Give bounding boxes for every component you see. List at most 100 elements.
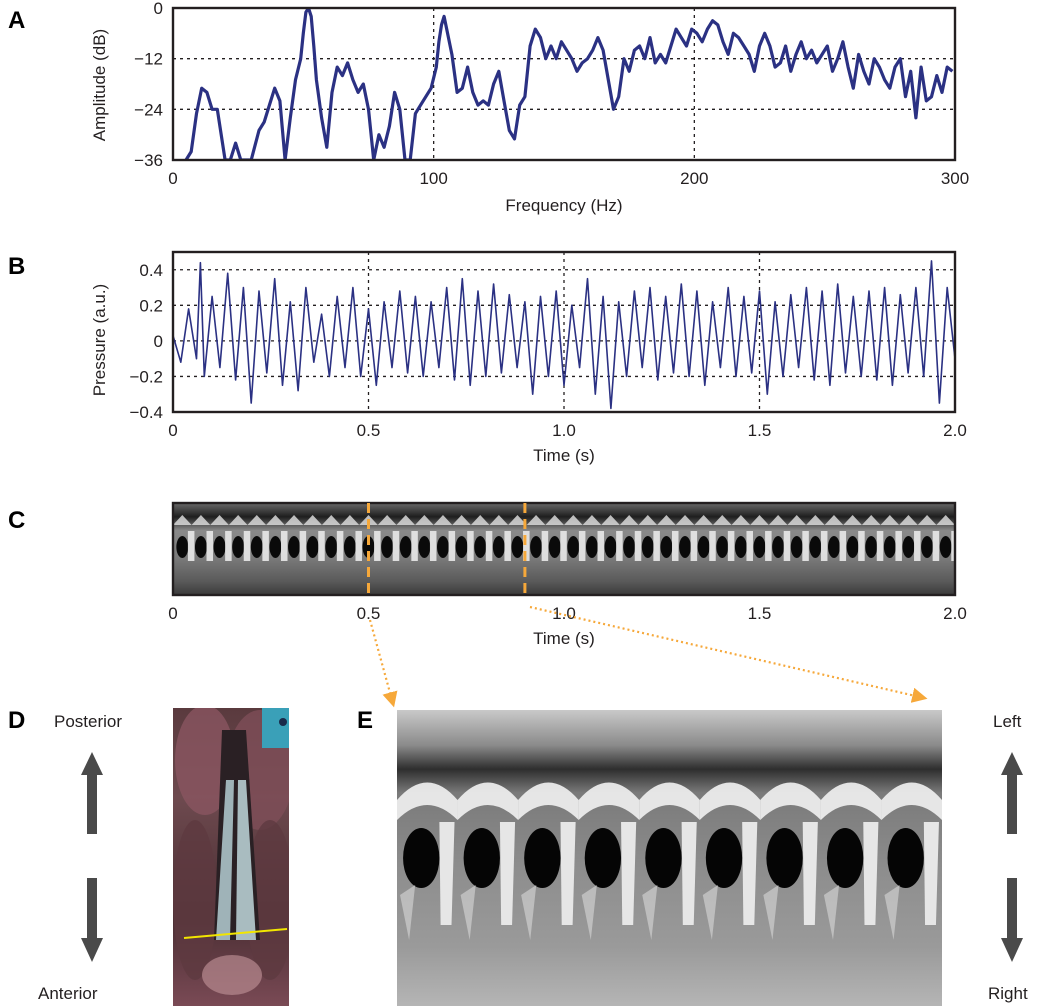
fold-edge	[299, 531, 307, 561]
cycle-upper-edge	[284, 515, 304, 525]
lower-edge	[400, 885, 416, 940]
glottal-opening	[826, 828, 864, 888]
cycle-upper-edge	[526, 515, 546, 525]
glottal-opening	[288, 536, 300, 558]
kymogram-scan-line	[183, 928, 288, 939]
fold-edge	[206, 531, 214, 561]
cycle-upper-edge	[694, 515, 713, 525]
x-tick-label: 300	[941, 169, 969, 188]
fold-edge	[243, 531, 251, 561]
y-tick-label: −0.2	[129, 367, 163, 386]
cycle-upper-edge	[675, 515, 695, 525]
cycle-upper-edge	[699, 782, 761, 820]
glottal-opening	[902, 536, 915, 558]
glottal-opening	[362, 536, 375, 558]
fold-edge	[392, 531, 400, 561]
fold-edge	[876, 531, 884, 561]
panel-e-left-label: Left	[993, 712, 1022, 731]
panel-e-glottal-cycles	[397, 782, 942, 940]
fold-edge	[820, 531, 828, 561]
lower-edge	[884, 885, 900, 940]
fold-edge	[895, 531, 902, 561]
cycle-upper-edge	[210, 515, 229, 525]
lower-edge	[642, 885, 658, 940]
fold-edge	[355, 531, 362, 561]
fold-edge	[262, 531, 269, 561]
glottal-opening	[846, 536, 859, 558]
x-tick-label: 200	[680, 169, 708, 188]
glottal-opening	[567, 536, 580, 558]
cycle-upper-edge	[750, 515, 769, 525]
glottal-opening	[343, 536, 356, 558]
cycle-upper-edge	[303, 515, 322, 525]
cycle-upper-edge	[619, 515, 639, 525]
x-tick-label: 0	[168, 169, 177, 188]
glottal-opening	[645, 828, 682, 888]
glottal-opening	[213, 536, 226, 558]
glottal-opening	[399, 536, 412, 558]
panel-b-frame	[171, 250, 957, 414]
y-tick-label: −24	[134, 100, 163, 119]
cycle-upper-edge	[639, 782, 700, 820]
x-tick-label: 100	[419, 169, 447, 188]
glottal-opening	[790, 536, 803, 558]
glottal-opening	[176, 536, 189, 558]
panel-label-e: E	[357, 707, 373, 734]
glottal-opening	[679, 536, 691, 558]
panel-b-waveform: 0.4 0.2 0 −0.2 −0.4 0 0.5 1.0 1.5 2.0 Time (s) Pr…	[90, 250, 967, 465]
fold-edge	[653, 531, 660, 561]
posterior-arrow-icon	[81, 752, 103, 834]
fold-edge	[560, 531, 567, 561]
fold-edge	[727, 531, 735, 561]
fold-edge	[923, 822, 939, 925]
fold-edge	[578, 531, 586, 561]
cycle-upper-edge	[917, 515, 937, 525]
panel-b-xlabel: Time (s)	[533, 446, 595, 465]
fold-edge	[187, 531, 195, 561]
glottal-opening	[697, 536, 710, 558]
x-tick-label: 2.0	[943, 604, 967, 623]
fold-edge	[634, 531, 642, 561]
glottal-opening	[455, 536, 468, 558]
zoom-arrow-right	[529, 605, 928, 703]
fold-edge	[914, 531, 921, 561]
glottal-opening	[921, 536, 934, 558]
glottal-opening	[492, 536, 505, 558]
glottal-opening	[939, 536, 952, 558]
cycle-upper-edge	[881, 782, 942, 820]
cycle-upper-edge	[880, 515, 900, 525]
glottal-opening	[887, 828, 924, 888]
glottal-opening	[325, 536, 338, 558]
panel-a-spectrum: 0 −12 −24 −36 0 100 200 300 Frequency (Hz) Ampl…	[90, 0, 969, 215]
y-tick-label: −0.4	[129, 403, 163, 422]
fold-edge	[863, 822, 879, 925]
glottal-opening	[766, 828, 803, 888]
cycle-upper-edge	[489, 515, 509, 525]
cycle-upper-edge	[768, 515, 788, 525]
fold-edge	[597, 531, 605, 561]
glottal-opening	[548, 536, 561, 558]
y-tick-label: 0.4	[139, 261, 163, 280]
glottal-opening	[772, 536, 785, 558]
fold-edge	[523, 531, 530, 561]
fold-edge	[485, 531, 493, 561]
fold-edge	[448, 531, 456, 561]
x-tick-label: 0	[168, 604, 177, 623]
glottal-opening	[585, 536, 598, 558]
panel-a-spectrum-line	[184, 8, 954, 160]
x-tick-label: 0.5	[357, 421, 381, 440]
glottal-opening	[381, 536, 394, 558]
cycle-upper-edge	[899, 515, 918, 525]
panel-b-grid	[173, 252, 955, 413]
cycle-upper-edge	[396, 515, 416, 525]
fold-edge	[681, 822, 697, 925]
fold-edge	[374, 531, 381, 561]
fold-edge	[318, 531, 325, 561]
y-tick-label: 0	[154, 0, 163, 18]
fold-edge	[499, 822, 516, 925]
panel-c-kymogram: 0 0.5 1.0 1.5 2.0 Time (s)	[168, 501, 967, 708]
fold-edge	[932, 531, 940, 561]
panel-b-ticks: 0.4 0.2 0 −0.2 −0.4 0 0.5 1.0 1.5 2.0	[129, 261, 966, 440]
cycle-upper-edge	[712, 515, 732, 525]
y-tick-label: 0.2	[139, 296, 163, 315]
